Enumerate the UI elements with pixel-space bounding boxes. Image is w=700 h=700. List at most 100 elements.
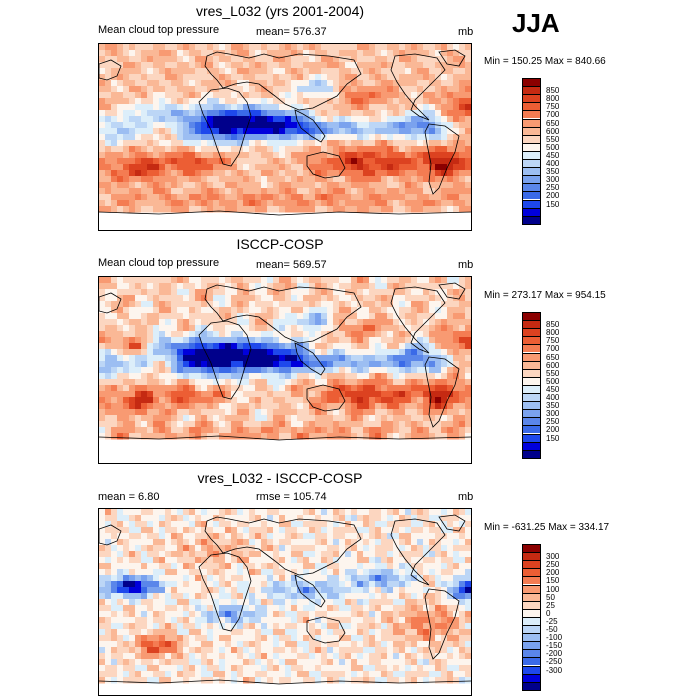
field-cell [141,62,148,69]
field-cell [315,289,322,296]
field-cell [399,647,406,654]
field-cell [345,617,352,624]
field-cell [387,551,394,558]
field-cell [249,301,256,308]
field-cell [405,86,412,93]
field-cell [111,433,118,440]
field-cell [291,617,298,624]
field-cell [135,80,142,87]
field-cell [123,349,130,356]
field-cell [213,68,220,75]
field-cell [249,385,256,392]
field-cell [429,533,436,540]
field-cell [309,563,316,570]
field-cell [447,415,454,422]
coastline [204,51,362,111]
field-cell [447,545,454,552]
field-cell [267,509,274,516]
field-cell [249,569,256,576]
field-cell [261,379,268,386]
field-cell [327,551,334,558]
field-cell [99,92,106,99]
field-cell [231,515,238,522]
field-cell [195,557,202,564]
field-cell [111,80,118,87]
colorbar-tick-label: 850 [546,320,560,330]
field-cell [183,50,190,57]
field-cell [291,605,298,612]
field-cell [423,623,430,630]
field-cell [219,337,226,344]
field-cell [153,379,160,386]
field-cell [159,295,166,302]
colorbar-swatch [523,78,540,87]
field-cell [405,545,412,552]
field-cell [375,569,382,576]
field-cell [375,557,382,564]
field-cell [141,527,148,534]
field-cell [279,134,286,141]
field-cell [117,641,124,648]
field-cell [381,605,388,612]
field-cell [315,98,322,105]
field-cell [375,164,382,171]
field-cell [315,158,322,165]
field-cell [375,593,382,600]
field-cell [231,563,238,570]
field-cell [411,605,418,612]
field-cell [303,164,310,171]
field-cell [357,56,364,63]
field-cell [207,337,214,344]
field-cell [393,641,400,648]
field-cell [195,44,202,51]
colorbar-tick-label: 200 [546,425,560,435]
field-cell [261,68,268,75]
field-cell [315,134,322,141]
field-cell [321,152,328,159]
field-cell [465,86,471,93]
field-cell [159,391,166,398]
field-cell [237,200,244,207]
field-cell [147,289,154,296]
field-cell [411,575,418,582]
field-cell [327,527,334,534]
field-cell [441,587,448,594]
field-cell [147,551,154,558]
field-cell [453,44,460,51]
field-cell [459,421,466,428]
field-cell [165,277,172,284]
colorbar-swatch [523,110,540,119]
field-cell [183,599,190,606]
field-cell [339,367,346,374]
field-cell [315,403,322,410]
field-cell [189,122,196,129]
field-cell [213,617,220,624]
field-cell [459,200,466,207]
field-cell [99,421,106,428]
field-cell [309,289,316,296]
field-cell [387,307,394,314]
field-cell [411,647,418,654]
field-cell [291,581,298,588]
field-cell [447,283,454,290]
field-cell [429,611,436,618]
panel-1-title: vres_L032 (yrs 2001-2004) [195,3,365,19]
field-cell [123,397,130,404]
field-cell [465,385,471,392]
field-cell [207,635,214,642]
field-cell [273,68,280,75]
field-cell [177,74,184,81]
field-cell [381,361,388,368]
field-cell [429,92,436,99]
coastline [198,320,252,400]
field-cell [141,349,148,356]
field-cell [195,355,202,362]
field-cell [339,355,346,362]
field-cell [345,391,352,398]
field-cell [195,587,202,594]
field-cell [207,116,214,123]
field-cell [417,409,424,416]
field-cell [105,533,112,540]
field-cell [267,170,274,177]
field-cell [285,527,292,534]
